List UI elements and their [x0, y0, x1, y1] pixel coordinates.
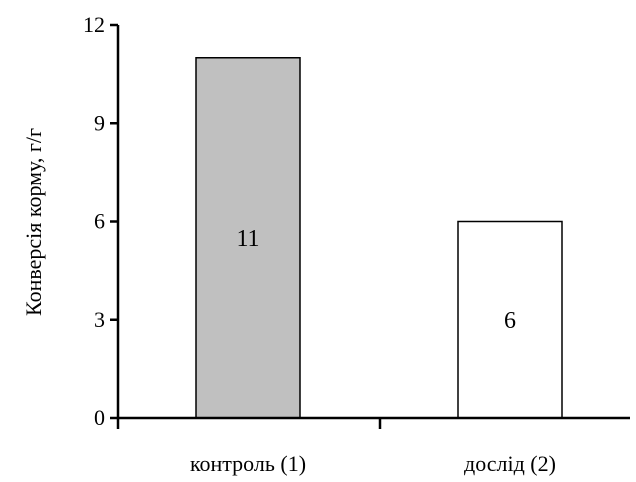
data-labels-group: 11 6 — [236, 226, 516, 334]
y-ticks-group: 0 3 6 9 12 — [83, 12, 118, 430]
x-category-label-1: контроль (1) — [190, 451, 306, 476]
data-label-1: 11 — [236, 226, 259, 252]
y-tick-label-3: 3 — [94, 307, 105, 332]
bars-group — [195, 57, 563, 419]
x-category-label-2: дослід (2) — [464, 451, 556, 476]
bar-2 — [457, 220, 563, 419]
data-label-2: 6 — [504, 308, 516, 334]
y-tick-label-12: 12 — [83, 12, 105, 37]
y-tick-label-0: 0 — [94, 405, 105, 430]
y-tick-label-6: 6 — [94, 209, 105, 234]
x-labels-group: контроль (1) дослід (2) — [190, 451, 556, 476]
y-axis-title: Конверсія корму, г/г — [21, 128, 46, 316]
y-tick-label-9: 9 — [94, 110, 105, 135]
bar-1 — [195, 57, 301, 419]
